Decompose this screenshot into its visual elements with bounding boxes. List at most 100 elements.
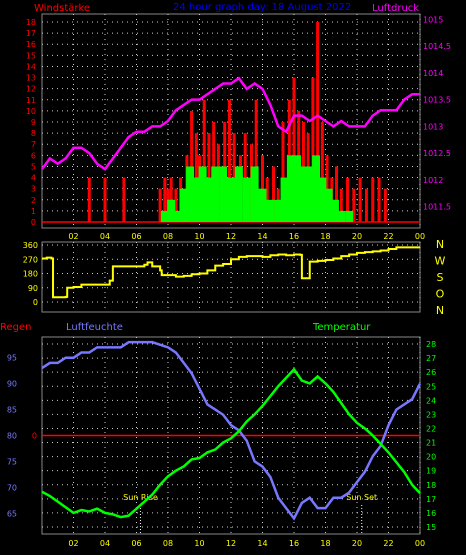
wind-axis-title: Windstärke [34, 3, 90, 14]
x-tick-label: 20 [352, 232, 362, 241]
wind-avg-bar [227, 177, 235, 222]
wind-avg-bar [280, 177, 289, 222]
rain-axis-title: Regen [0, 322, 32, 333]
pressure-line [40, 76, 420, 171]
y-right-tick-label: 24 [426, 396, 436, 405]
x-tick-label: 00 [415, 539, 425, 548]
y-right-tick-label: 26 [426, 368, 436, 377]
y-right-tick-label: 21 [426, 439, 436, 448]
y-left-tick-label: 9 [31, 118, 36, 127]
rain-zero-label: 0 [32, 432, 37, 441]
wind-max-bar [371, 177, 375, 222]
y-left-tick-label: 16 [26, 40, 36, 49]
wind-max-bar [174, 188, 178, 222]
y-left-tick-label: 65 [7, 509, 17, 518]
x-tick-label: 08 [163, 232, 173, 241]
y-right-tick-label: 1013 [423, 122, 443, 131]
x-tick-label: 22 [383, 539, 393, 548]
y-left-tick-label: 70 [7, 483, 17, 492]
y-left-tick-label: 80 [7, 432, 17, 441]
y-left-tick-label: 5 [31, 162, 36, 171]
wind-avg-bar [337, 210, 346, 222]
y-right-tick-label: 1015 [423, 15, 443, 24]
y-left-tick-label: 90 [7, 380, 17, 389]
x-tick-label: 10 [194, 232, 204, 241]
compass-label: S [437, 271, 444, 284]
y-left-tick-label: 75 [7, 457, 17, 466]
y-left-tick-label: 0 [31, 218, 36, 227]
wind-max-bar [383, 188, 387, 222]
y-right-tick-label: 19 [426, 467, 436, 476]
x-tick-label: 02 [68, 232, 78, 241]
wind-direction-line [42, 246, 420, 299]
wind-avg-bar [266, 199, 275, 222]
x-tick-label: 06 [131, 232, 141, 241]
wind-max-bar [261, 155, 264, 222]
y-right-tick-label: 20 [426, 453, 436, 462]
y-tick-label: 360 [23, 241, 38, 250]
wind-max-bar [311, 77, 315, 222]
wind-max-bar [122, 177, 126, 222]
y-left-tick-label: 14 [26, 62, 36, 71]
y-left-tick-label: 11 [26, 96, 36, 105]
wind-avg-bar [305, 166, 314, 222]
wind-max-bar [292, 77, 296, 222]
compass-label: N [436, 304, 444, 317]
y-left-tick-label: 17 [26, 29, 36, 38]
y-right-tick-label: 22 [426, 424, 436, 433]
wind-avg-bar [286, 155, 295, 222]
y-right-tick-label: 23 [426, 410, 436, 419]
y-left-tick-label: 7 [31, 140, 36, 149]
temperature-axis-title: Temperatur [312, 322, 371, 333]
y-left-tick-label: 4 [31, 174, 36, 183]
wind-max-bar [358, 177, 362, 222]
wind-avg-bar [167, 199, 176, 222]
wind-max-bar [320, 122, 324, 222]
wind-max-bar [377, 177, 381, 222]
y-left-tick-label: 18 [26, 18, 36, 27]
wind-avg-bar [192, 177, 201, 222]
wind-avg-bar [234, 166, 243, 222]
y-left-tick-label: 1 [31, 207, 36, 216]
x-tick-label: 02 [68, 539, 78, 548]
wind-avg-bar [179, 188, 188, 222]
y-left-tick-label: 15 [26, 51, 36, 60]
wind-max-bar [103, 177, 107, 222]
y-right-tick-label: 1014 [423, 69, 443, 78]
wind-avg-bar [186, 166, 195, 222]
x-tick-label: 14 [257, 539, 267, 548]
y-left-tick-label: 3 [31, 185, 36, 194]
y-left-tick-label: 85 [7, 406, 17, 415]
y-left-tick-label: 95 [7, 354, 17, 363]
wind-avg-bar [299, 166, 308, 222]
sunrise-label: Sun Rise [123, 493, 158, 502]
x-tick-label: 06 [131, 539, 141, 548]
x-tick-label: 08 [163, 539, 173, 548]
y-right-tick-label: 28 [426, 340, 436, 349]
wind-max-bar [87, 177, 91, 222]
wind-max-bar [335, 166, 339, 222]
wind-max-bar [158, 188, 162, 222]
x-tick-label: 14 [257, 232, 267, 241]
y-left-tick-label: 6 [31, 151, 36, 160]
x-tick-label: 10 [194, 539, 204, 548]
wind-avg-bar [219, 166, 228, 222]
y-right-tick-label: 1011.5 [423, 203, 451, 212]
wind-max-bar [254, 99, 258, 222]
wind-max-bar [352, 188, 356, 222]
x-tick-label: 20 [352, 539, 362, 548]
x-tick-label: 12 [226, 232, 236, 241]
wind-avg-bar [160, 210, 169, 222]
y-right-tick-label: 18 [426, 481, 436, 490]
wind-avg-bar [242, 177, 251, 222]
x-tick-label: 04 [100, 539, 110, 548]
wind-avg-bar [274, 199, 283, 222]
pressure-axis-title: Luftdruck [372, 3, 419, 14]
y-right-tick-label: 25 [426, 382, 436, 391]
x-tick-label: 22 [383, 232, 393, 241]
y-left-tick-label: 8 [31, 129, 36, 138]
x-tick-label: 04 [100, 232, 110, 241]
compass-label: W [435, 255, 446, 268]
